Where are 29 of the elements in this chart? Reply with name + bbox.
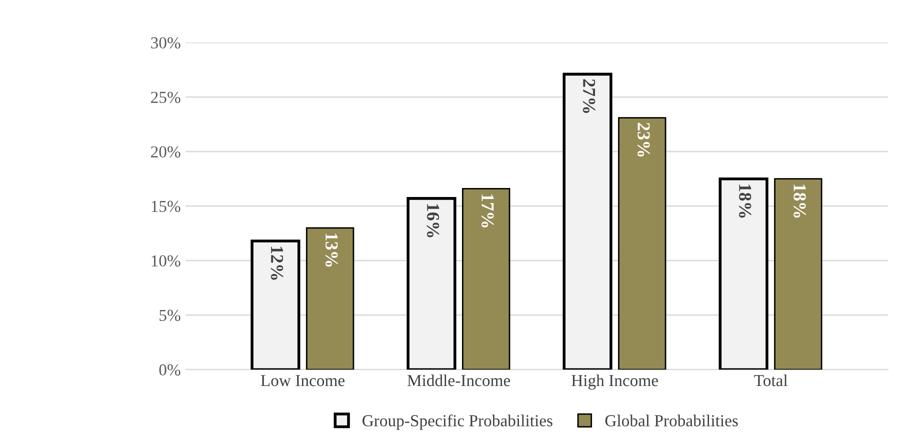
x-tick-label: Low Income: [260, 375, 345, 386]
bar: [774, 178, 822, 370]
bar: [618, 117, 666, 370]
data-label: 12%: [270, 246, 284, 280]
bar: [406, 197, 456, 370]
bar: [562, 72, 612, 370]
y-tick-label: 25%: [151, 92, 180, 104]
data-label: 16%: [426, 204, 440, 238]
x-tick-label: Middle-Income: [407, 374, 510, 386]
y-tick-label: 15%: [152, 200, 180, 212]
legend-label: Global Probabilities: [605, 414, 738, 426]
legend-label: Group-Specific Probabilities: [362, 414, 552, 430]
y-tick-label: 10%: [152, 255, 180, 267]
bar: [306, 227, 354, 370]
x-tick-label: High Income: [572, 374, 658, 390]
x-tick-label: Total: [754, 374, 788, 386]
data-label: 23%: [638, 122, 650, 157]
data-label: 18%: [794, 184, 806, 218]
bar: [718, 177, 768, 370]
data-label: 13%: [325, 234, 338, 267]
bar: [462, 188, 510, 370]
y-tick-label: 20%: [151, 146, 180, 158]
y-tick-label: 30%: [151, 37, 180, 49]
data-label: 17%: [482, 194, 494, 228]
y-tick-label: 5%: [160, 310, 180, 322]
y-tick-label: 0%: [159, 364, 180, 376]
data-label: 18%: [738, 184, 752, 218]
bar: [250, 240, 300, 370]
data-label: 27%: [582, 79, 596, 113]
